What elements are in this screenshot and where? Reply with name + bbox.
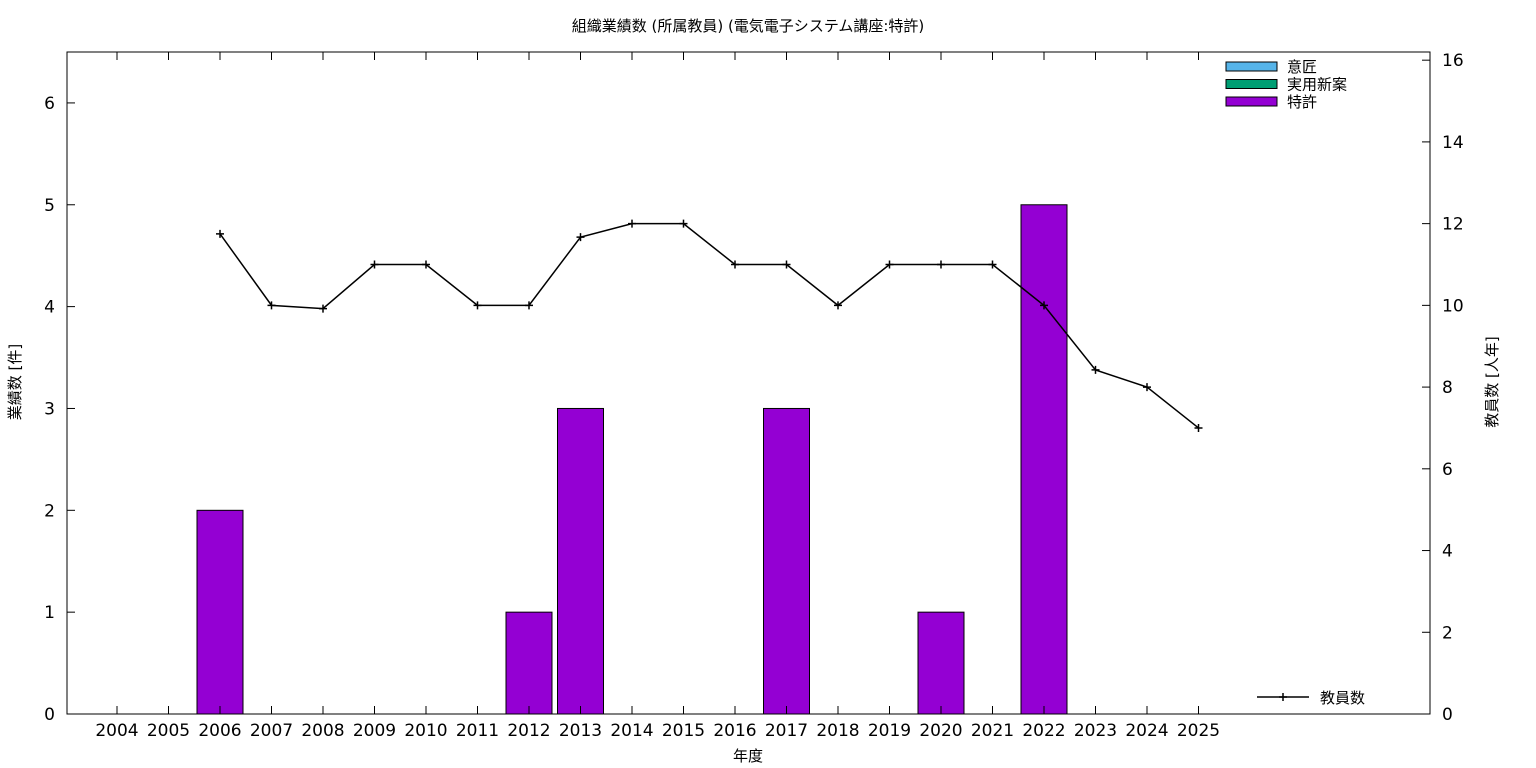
line-教員数 <box>219 222 1199 429</box>
point-教員数-2016 <box>731 260 739 269</box>
y2-tick-label: 16 <box>1442 51 1464 71</box>
y-tick-label: 1 <box>44 603 55 623</box>
y2-axis-label: 教員数 [人年] <box>1483 336 1501 427</box>
legend-label-実用新案: 実用新案 <box>1287 76 1347 94</box>
point-教員数-2007 <box>267 301 276 310</box>
point-教員数-2024 <box>1143 383 1151 392</box>
legend-swatch-特許 <box>1225 96 1278 107</box>
point-教員数-2006 <box>216 229 224 238</box>
x-tick-label: 2010 <box>404 721 447 741</box>
plot-frame <box>66 51 1431 715</box>
x-tick-label: 2021 <box>971 721 1014 741</box>
y2-tick-label: 2 <box>1442 623 1453 643</box>
x-tick-label: 2013 <box>559 721 602 741</box>
point-教員数-2018 <box>834 301 842 310</box>
x-tick-label: 2019 <box>868 721 911 741</box>
y2-tick-label: 0 <box>1442 705 1453 725</box>
point-教員数-2023 <box>1091 365 1100 374</box>
x-tick-label: 2009 <box>353 721 396 741</box>
x-tick-label: 2015 <box>662 721 705 741</box>
y2-tick-label: 10 <box>1442 296 1464 316</box>
legend-label-教員数: 教員数 <box>1320 689 1365 707</box>
x-tick-label: 2016 <box>713 721 756 741</box>
x-tick-label: 2024 <box>1125 721 1168 741</box>
bar-特許-2006 <box>196 509 244 715</box>
bar-特許-2022 <box>1020 204 1068 715</box>
x-axis-label: 年度 <box>733 747 763 765</box>
y2-tick-label: 4 <box>1442 542 1453 562</box>
point-教員数-2014 <box>628 219 636 228</box>
x-tick-label: 2005 <box>147 721 190 741</box>
legend-label-意匠: 意匠 <box>1287 58 1317 76</box>
bar-特許-2017 <box>763 407 810 715</box>
x-tick-label: 2011 <box>456 721 499 741</box>
y-tick-label: 2 <box>44 501 55 521</box>
y-axis-label: 業績数 [件] <box>6 344 24 420</box>
legend-swatch-実用新案 <box>1225 79 1278 89</box>
point-教員数-2017 <box>782 260 791 269</box>
bar-特許-2020 <box>917 611 965 715</box>
y2-tick-label: 6 <box>1442 460 1453 480</box>
point-教員数-2020 <box>937 260 945 269</box>
point-教員数-2019 <box>885 260 894 269</box>
y-tick-label: 3 <box>44 399 55 419</box>
y-tick-label: 6 <box>44 94 55 114</box>
x-tick-label: 2020 <box>919 721 962 741</box>
x-tick-label: 2018 <box>816 721 859 741</box>
y2-tick-label: 12 <box>1442 215 1464 235</box>
chart-title: 組織業績数 (所属教員) (電気電子システム講座:特許) <box>572 17 925 35</box>
bar-特許-2012 <box>505 611 553 715</box>
y-tick-label: 4 <box>44 298 55 318</box>
point-教員数-2010 <box>422 260 430 269</box>
point-教員数-2008 <box>319 304 327 313</box>
y2-tick-label: 14 <box>1442 133 1464 153</box>
point-教員数-2021 <box>988 260 997 269</box>
x-tick-label: 2007 <box>250 721 293 741</box>
point-教員数-2022 <box>1040 301 1048 310</box>
point-教員数-2025 <box>1194 423 1203 432</box>
x-tick-label: 2004 <box>95 721 138 741</box>
x-tick-label: 2006 <box>198 721 241 741</box>
legend-marker-教員数 <box>1279 693 1287 701</box>
bar-特許-2013 <box>557 407 604 715</box>
line-series-group <box>216 219 1203 432</box>
point-教員数-2012 <box>525 301 533 310</box>
y-tick-label: 0 <box>44 705 55 725</box>
x-tick-label: 2022 <box>1022 721 1065 741</box>
point-教員数-2011 <box>473 301 482 310</box>
point-教員数-2015 <box>679 219 688 228</box>
y2-tick-label: 8 <box>1442 378 1453 398</box>
x-tick-label: 2012 <box>507 721 550 741</box>
legend-swatch-意匠 <box>1225 61 1278 72</box>
x-tick-label: 2014 <box>610 721 653 741</box>
legend-label-特許: 特許 <box>1287 93 1317 111</box>
x-tick-label: 2008 <box>301 721 344 741</box>
y-tick-label: 5 <box>44 196 55 216</box>
bars-group <box>196 204 1068 715</box>
point-教員数-2009 <box>370 260 379 269</box>
x-tick-label: 2023 <box>1074 721 1117 741</box>
point-教員数-2013 <box>576 233 585 242</box>
x-tick-label: 2025 <box>1177 721 1220 741</box>
x-tick-label: 2017 <box>765 721 808 741</box>
